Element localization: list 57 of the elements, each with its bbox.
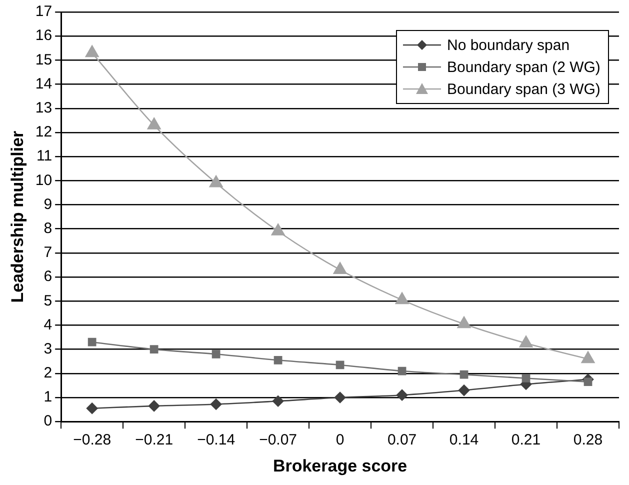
x-tick-label: 0.28	[573, 432, 603, 449]
point	[519, 336, 533, 348]
point	[395, 292, 409, 304]
x-tick-label: −0.14	[197, 432, 236, 449]
point	[147, 118, 161, 130]
x-tick-label: 0.14	[449, 432, 479, 449]
point	[522, 374, 530, 382]
legend-label: Boundary span (2 WG)	[447, 58, 600, 76]
point	[150, 345, 158, 354]
y-tick-label: 6	[44, 268, 52, 286]
point	[333, 262, 347, 274]
legend-label: Boundary span (3 WG)	[447, 80, 600, 98]
y-tick-label: 7	[44, 244, 52, 262]
point	[396, 389, 408, 401]
x-axis-title: Brokerage score	[272, 456, 408, 476]
x-tick-label: 0.07	[387, 432, 417, 449]
point	[457, 316, 471, 328]
x-tick-label: 0.21	[511, 432, 541, 449]
y-tick-label: 15	[35, 51, 52, 68]
point	[458, 384, 470, 396]
point	[148, 400, 160, 412]
point	[86, 402, 98, 414]
y-tick-label: 0	[44, 412, 52, 430]
point	[581, 351, 595, 364]
y-tick-label: 4	[44, 316, 52, 334]
y-tick-label: 10	[35, 172, 52, 189]
y-tick-label: 14	[35, 75, 52, 92]
point	[336, 360, 344, 370]
y-tick-label: 13	[35, 100, 52, 117]
point	[584, 378, 592, 386]
y-tick-label: 9	[44, 196, 52, 213]
point	[272, 395, 284, 407]
point	[460, 370, 468, 379]
y-tick-label: 5	[44, 292, 52, 310]
point	[210, 398, 222, 410]
x-tick-label: −0.21	[135, 432, 174, 449]
point	[271, 224, 285, 236]
point	[88, 338, 96, 346]
x-tick-label: −0.07	[259, 432, 298, 449]
y-tick-label: 11	[36, 148, 52, 165]
x-tick-label: −0.28	[73, 432, 112, 449]
y-tick-label: 2	[44, 364, 52, 382]
y-axis-title: Leadership multiplier	[8, 130, 27, 303]
y-tick-label: 17	[35, 3, 52, 20]
y-tick-label: 1	[44, 388, 52, 406]
y-tick-label: 8	[44, 220, 52, 237]
y-tick-label: 3	[44, 340, 52, 358]
point	[274, 356, 282, 364]
point	[209, 175, 223, 188]
x-tick-label: 0	[336, 432, 344, 449]
y-tick-label: 16	[35, 27, 52, 44]
legend-label: No boundary span	[447, 36, 570, 54]
point	[398, 366, 406, 376]
point	[85, 45, 99, 58]
point	[212, 350, 220, 358]
y-tick-label: 12	[35, 124, 52, 141]
point	[334, 392, 346, 404]
